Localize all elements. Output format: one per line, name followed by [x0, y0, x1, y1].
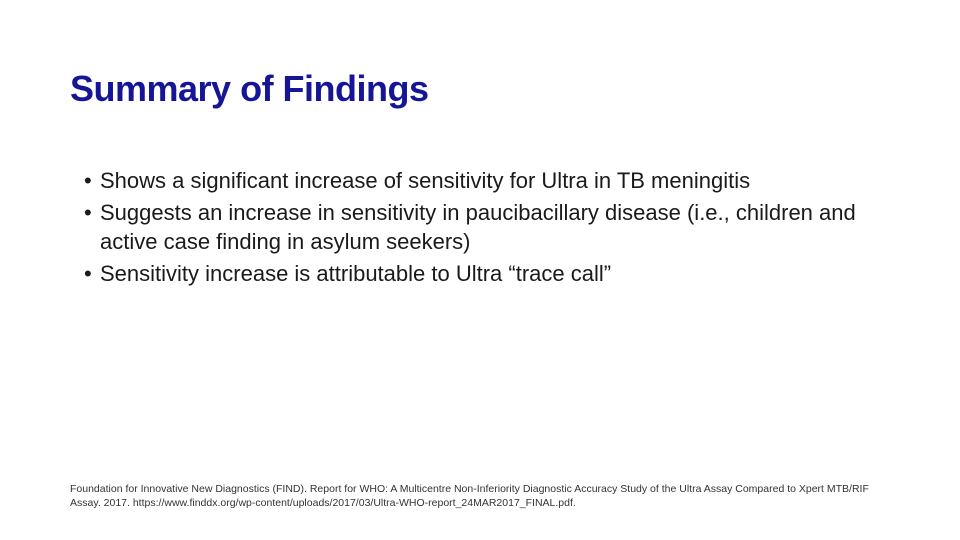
bullet-item: Suggests an increase in sensitivity in p… — [84, 198, 890, 257]
slide-container: Summary of Findings Shows a significant … — [0, 0, 960, 540]
citation-text: Foundation for Innovative New Diagnostic… — [70, 482, 890, 510]
bullet-item: Sensitivity increase is attributable to … — [84, 259, 890, 289]
bullet-list: Shows a significant increase of sensitiv… — [70, 166, 890, 289]
bullet-item: Shows a significant increase of sensitiv… — [84, 166, 890, 196]
slide-title: Summary of Findings — [70, 68, 890, 110]
